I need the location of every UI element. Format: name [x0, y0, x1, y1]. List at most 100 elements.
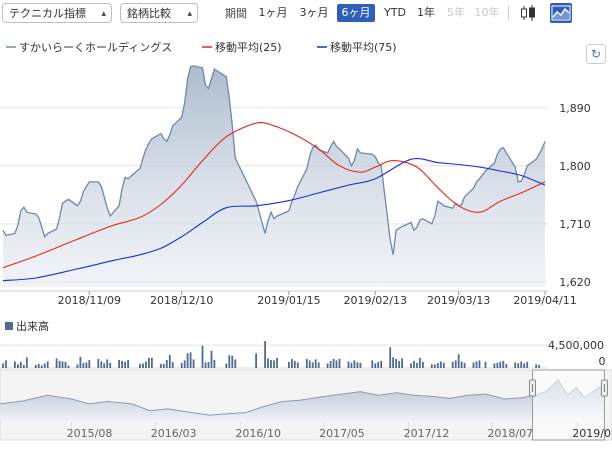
- volume-bar: [505, 363, 508, 368]
- ma25-line: [2, 122, 546, 269]
- volume-bar: [58, 360, 61, 368]
- period-button-4[interactable]: 1年: [417, 6, 435, 19]
- volume-bar: [493, 363, 496, 368]
- volume-bar: [475, 361, 478, 368]
- volume-bar: [145, 361, 147, 368]
- period-button-3[interactable]: YTD: [384, 6, 406, 19]
- volume-bar: [67, 365, 70, 368]
- volume-bar: [433, 364, 436, 368]
- volume-tick-label: 4,500,000: [548, 339, 604, 352]
- volume-bar: [347, 361, 350, 368]
- period-button-0[interactable]: 1ヶ月: [258, 6, 288, 19]
- ma75-line: [2, 158, 546, 282]
- volume-bar: [484, 361, 487, 368]
- volume-bar: [267, 358, 269, 368]
- volume-bar: [291, 358, 293, 368]
- compare-select-label: 銘柄比較: [127, 7, 171, 20]
- volume-bar: [109, 362, 112, 368]
- volume-bar: [100, 361, 103, 368]
- volume-bar: [22, 365, 25, 368]
- volume-bar: [371, 360, 374, 368]
- volume-bar: [526, 361, 529, 368]
- candlestick-icon[interactable]: [517, 3, 539, 23]
- volume-bar: [19, 361, 22, 368]
- volume-bar: [350, 362, 353, 368]
- volume-bar: [273, 360, 275, 368]
- price-tick-label: 1,710: [559, 218, 591, 231]
- navigator-label: 2016/10: [235, 427, 281, 440]
- volume-bar: [356, 362, 359, 368]
- volume-bar: [171, 361, 174, 368]
- updown-arrow-icon: ▴︎: [187, 9, 192, 19]
- refresh-icon[interactable]: ↻: [586, 44, 606, 64]
- volume-bar: [186, 353, 189, 368]
- technical-indicator-select[interactable]: テクニカル指標 ▴︎: [2, 3, 112, 23]
- volume-bar: [46, 361, 49, 368]
- volume-bar: [17, 364, 19, 368]
- volume-bar: [40, 365, 43, 368]
- volume-bar: [76, 364, 79, 368]
- technical-indicator-label: テクニカル指標: [9, 7, 86, 20]
- period-button-5[interactable]: 5年: [447, 6, 465, 19]
- volume-bar: [43, 363, 46, 368]
- volume-bar: [460, 361, 463, 368]
- volume-bar: [228, 355, 231, 368]
- area-chart-icon[interactable]: [550, 3, 572, 23]
- volume-bar: [395, 358, 397, 368]
- period-button-2[interactable]: 6ヶ月: [337, 4, 375, 22]
- legend-label: 移動平均(25): [215, 40, 282, 54]
- volume-bar: [374, 363, 377, 368]
- volume-bar: [338, 358, 341, 368]
- volume-bar: [538, 365, 540, 368]
- volume-bar: [520, 361, 523, 368]
- x-tick-label: 2018/12/10: [150, 294, 213, 307]
- volume-bar: [168, 354, 171, 368]
- volume-bar: [410, 363, 412, 368]
- compare-select[interactable]: 銘柄比較 ▴︎: [120, 3, 198, 23]
- volume-bar: [439, 361, 442, 368]
- navigator-label: 2016/03: [151, 427, 197, 440]
- volume-bar: [326, 363, 329, 368]
- x-tick-label: 2018/11/09: [58, 294, 121, 307]
- navigator-label: 2017/05: [319, 427, 365, 440]
- volume-bar: [502, 360, 505, 368]
- volume-bar: [270, 359, 272, 368]
- volume-bar: [82, 362, 85, 368]
- volume-bar: [85, 362, 88, 368]
- volume-tick-label: 0: [599, 355, 606, 368]
- volume-bar: [207, 361, 210, 368]
- volume-bar: [436, 362, 439, 368]
- x-tick-label: 2019/01/15: [257, 294, 320, 307]
- period-button-6[interactable]: 10年: [474, 6, 500, 19]
- volume-bar: [25, 357, 28, 368]
- volume-bar: [463, 362, 466, 368]
- volume-bar: [127, 359, 129, 368]
- volume-bar: [189, 352, 192, 368]
- volume-bar: [293, 360, 296, 368]
- volume-bar: [398, 360, 400, 368]
- volume-bar: [264, 341, 266, 368]
- volume-bar: [457, 354, 460, 368]
- volume-bar: [5, 360, 7, 368]
- volume-bar: [419, 357, 421, 368]
- volume-bar: [422, 361, 424, 368]
- volume-bar: [535, 364, 537, 368]
- period-button-1[interactable]: 3ヶ月: [299, 6, 329, 19]
- legend-label: 移動平均(75): [330, 40, 397, 54]
- volume-bar: [377, 361, 380, 368]
- toolbar: テクニカル指標 ▴︎ 銘柄比較 ▴︎ 期間 1ヶ月 3ヶ月 6ヶ月 YTD 1年 5年 10…: [0, 0, 612, 28]
- volume-bar: [478, 360, 481, 368]
- volume-bar: [472, 362, 475, 368]
- volume-bar: [523, 363, 526, 368]
- volume-bar: [308, 360, 311, 368]
- volume-bar: [180, 362, 183, 368]
- price-tick-label: 1,620: [559, 276, 591, 289]
- volume-bar: [305, 358, 308, 368]
- volume-bar: [335, 360, 338, 368]
- volume-bar: [165, 359, 168, 368]
- volume-bar: [124, 361, 126, 368]
- volume-bar: [234, 359, 237, 368]
- volume-bar: [225, 363, 228, 368]
- navigator-label: 2018/07: [487, 427, 533, 440]
- volume-legend-swatch: [5, 322, 13, 330]
